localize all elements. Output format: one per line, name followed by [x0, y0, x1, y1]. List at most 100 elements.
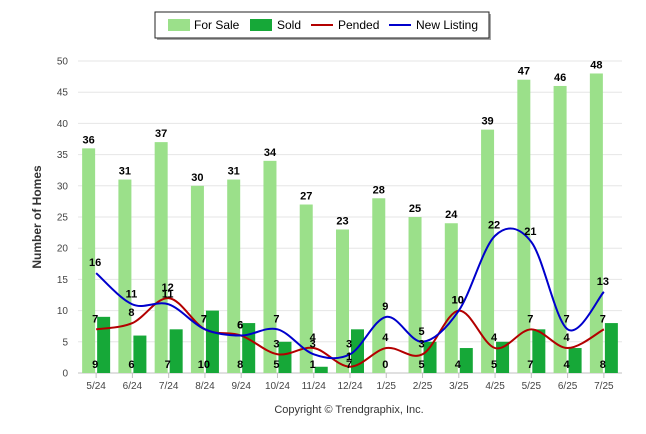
label-sold: 4	[455, 359, 462, 371]
label-sold: 0	[382, 359, 388, 371]
label-sold: 6	[128, 359, 134, 371]
label-for-sale: 37	[155, 128, 167, 140]
x-tick-label: 7/25	[594, 381, 614, 392]
label-for-sale: 31	[119, 166, 131, 178]
label-new-listing: 16	[89, 257, 101, 269]
label-for-sale: 48	[590, 59, 602, 71]
x-tick-label: 9/24	[231, 381, 251, 392]
label-sold: 10	[198, 359, 210, 371]
bar-sold	[314, 366, 328, 373]
x-tick-label: 11/24	[302, 381, 327, 392]
bar-for-sale	[299, 204, 313, 373]
label-pended: 3	[273, 338, 279, 350]
x-tick-label: 3/25	[449, 381, 469, 392]
label-pended: 6	[237, 320, 243, 332]
label-sold: 7	[165, 359, 171, 371]
legend-item-sold[interactable]: Sold	[250, 18, 301, 32]
label-for-sale: 39	[481, 116, 493, 128]
copyright-credit: Copyright © Trendgraphix, Inc.	[274, 404, 423, 416]
bar-for-sale	[336, 229, 349, 373]
legend-item-for-sale[interactable]: For Sale	[168, 18, 240, 32]
bar-for-sale	[190, 185, 204, 373]
bar-sold	[604, 323, 618, 373]
line-pended	[95, 297, 605, 368]
label-new-listing: 5	[418, 326, 424, 338]
label-pended: 8	[128, 307, 134, 319]
lines	[95, 227, 605, 368]
y-tick-label: 0	[62, 369, 68, 380]
legend-item-new-listing[interactable]: New Listing	[389, 18, 478, 32]
bar-for-sale	[481, 129, 495, 373]
bar-sold	[459, 348, 473, 373]
bar-sold	[532, 329, 546, 373]
x-tick-label: 7/24	[159, 381, 179, 392]
label-pended: 1	[346, 351, 352, 363]
bar-for-sale	[263, 160, 277, 373]
label-sold: 5	[491, 359, 497, 371]
label-new-listing: 3	[346, 338, 352, 350]
bar-sold	[568, 348, 582, 373]
y-tick-label: 25	[57, 213, 69, 224]
label-new-listing: 7	[564, 313, 570, 325]
label-for-sale: 24	[445, 209, 458, 221]
label-pended: 4	[382, 332, 389, 344]
label-pended: 4	[491, 332, 498, 344]
bar-for-sale	[408, 217, 422, 373]
label-sold: 7	[527, 359, 533, 371]
label-sold: 7	[346, 359, 352, 371]
bar-for-sale	[589, 73, 603, 373]
label-new-listing: 11	[126, 288, 138, 300]
x-tick-label: 8/24	[195, 381, 215, 392]
bar-sold	[169, 329, 183, 373]
y-tick-label: 40	[57, 119, 69, 130]
label-for-sale: 31	[228, 166, 240, 178]
label-pended: 7	[92, 313, 98, 325]
x-axis-ticks: 5/24 6/24 7/24 8/24 9/24 10/24 11/24 12/24 1/25 2…	[86, 373, 614, 392]
label-for-sale: 36	[83, 134, 95, 146]
label-new-listing: 21	[524, 226, 536, 238]
label-for-sale: 28	[373, 184, 385, 196]
label-sold: 5	[273, 359, 279, 371]
label-pended: 10	[452, 295, 464, 307]
label-pended: 7	[201, 313, 207, 325]
bar-sold	[278, 341, 292, 373]
legend-label-pended: Pended	[338, 18, 379, 32]
label-for-sale: 25	[409, 203, 421, 215]
y-tick-label: 15	[57, 275, 69, 286]
line-new-listing	[95, 227, 605, 360]
label-new-listing: 22	[488, 220, 500, 232]
y-axis-label: Number of Homes	[30, 165, 44, 269]
x-tick-label: 12/24	[337, 381, 362, 392]
x-tick-label: 2/25	[413, 381, 433, 392]
bar-for-sale	[372, 198, 386, 373]
label-sold: 1	[310, 359, 316, 371]
bar-sold	[205, 310, 219, 373]
label-for-sale: 46	[554, 72, 566, 84]
label-new-listing: 11	[162, 288, 174, 300]
x-tick-label: 5/24	[86, 381, 106, 392]
label-sold: 8	[237, 359, 243, 371]
y-tick-label: 10	[57, 306, 69, 317]
x-tick-label: 5/25	[522, 381, 542, 392]
label-new-listing: 7	[201, 313, 207, 325]
legend-label-sold: Sold	[277, 18, 301, 32]
label-new-listing: 7	[273, 313, 279, 325]
bars	[82, 73, 618, 374]
legend-item-pended[interactable]: Pended	[311, 18, 379, 32]
label-sold: 5	[418, 359, 424, 371]
y-tick-label: 50	[57, 57, 69, 68]
label-for-sale: 23	[336, 215, 348, 227]
x-tick-label: 10/24	[265, 381, 290, 392]
label-pended: 7	[527, 313, 533, 325]
bar-for-sale	[517, 79, 531, 373]
label-new-listing: 10	[452, 295, 464, 307]
bar-for-sale	[82, 148, 96, 373]
label-pended: 7	[600, 313, 606, 325]
y-tick-label: 45	[57, 88, 69, 99]
label-pended: 3	[418, 338, 424, 350]
label-new-listing: 6	[237, 320, 243, 332]
bar-for-sale	[118, 179, 132, 373]
bar-for-sale	[553, 85, 567, 374]
data-labels: 3693163773010318345271237280255244395477…	[83, 59, 609, 371]
